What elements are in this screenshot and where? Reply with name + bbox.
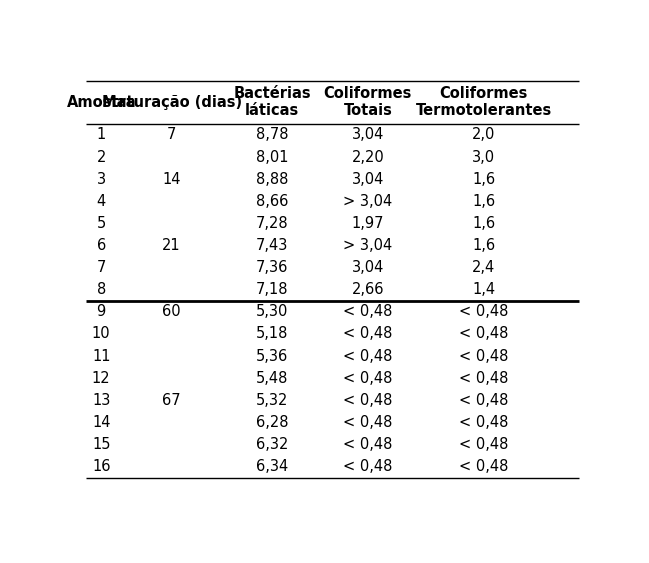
Text: 2,20: 2,20 xyxy=(352,150,384,164)
Text: 1,6: 1,6 xyxy=(472,172,495,187)
Text: Coliformes
Totais: Coliformes Totais xyxy=(324,86,412,118)
Text: 2,66: 2,66 xyxy=(352,282,384,297)
Text: 10: 10 xyxy=(92,327,110,341)
Text: > 3,04: > 3,04 xyxy=(343,194,393,209)
Text: 60: 60 xyxy=(162,305,181,319)
Text: 4: 4 xyxy=(97,194,106,209)
Text: 5,18: 5,18 xyxy=(256,327,288,341)
Text: 1,6: 1,6 xyxy=(472,216,495,231)
Text: 7,43: 7,43 xyxy=(256,238,288,253)
Text: 8,01: 8,01 xyxy=(256,150,289,164)
Text: 15: 15 xyxy=(92,437,110,452)
Text: 13: 13 xyxy=(92,393,110,408)
Text: 6,28: 6,28 xyxy=(256,415,289,430)
Text: 5,30: 5,30 xyxy=(256,305,288,319)
Text: 1,4: 1,4 xyxy=(472,282,495,297)
Text: 7,36: 7,36 xyxy=(256,260,288,275)
Text: < 0,48: < 0,48 xyxy=(343,393,393,408)
Text: < 0,48: < 0,48 xyxy=(343,327,393,341)
Text: < 0,48: < 0,48 xyxy=(459,393,508,408)
Text: 5,32: 5,32 xyxy=(256,393,288,408)
Text: 5,48: 5,48 xyxy=(256,370,288,386)
Text: 16: 16 xyxy=(92,459,110,474)
Text: < 0,48: < 0,48 xyxy=(459,415,508,430)
Text: < 0,48: < 0,48 xyxy=(459,327,508,341)
Text: < 0,48: < 0,48 xyxy=(459,305,508,319)
Text: < 0,48: < 0,48 xyxy=(343,348,393,364)
Text: 14: 14 xyxy=(92,415,110,430)
Text: 9: 9 xyxy=(97,305,106,319)
Text: 14: 14 xyxy=(162,172,181,187)
Text: < 0,48: < 0,48 xyxy=(343,415,393,430)
Text: 5: 5 xyxy=(97,216,106,231)
Text: 7,28: 7,28 xyxy=(256,216,289,231)
Text: 1,6: 1,6 xyxy=(472,238,495,253)
Text: 6: 6 xyxy=(97,238,106,253)
Text: Amostra: Amostra xyxy=(66,95,136,110)
Text: < 0,48: < 0,48 xyxy=(343,459,393,474)
Text: 3,04: 3,04 xyxy=(352,172,384,187)
Text: < 0,48: < 0,48 xyxy=(343,370,393,386)
Text: 5,36: 5,36 xyxy=(256,348,288,364)
Text: 11: 11 xyxy=(92,348,110,364)
Text: 2,4: 2,4 xyxy=(472,260,495,275)
Text: 6,32: 6,32 xyxy=(256,437,288,452)
Text: 12: 12 xyxy=(92,370,110,386)
Text: 21: 21 xyxy=(162,238,181,253)
Text: 3,0: 3,0 xyxy=(472,150,495,164)
Text: < 0,48: < 0,48 xyxy=(459,348,508,364)
Text: Coliformes
Termotolerantes: Coliformes Termotolerantes xyxy=(415,86,552,118)
Text: < 0,48: < 0,48 xyxy=(459,370,508,386)
Text: 3: 3 xyxy=(97,172,106,187)
Text: 2: 2 xyxy=(97,150,106,164)
Text: 7: 7 xyxy=(97,260,106,275)
Text: < 0,48: < 0,48 xyxy=(459,459,508,474)
Text: 3,04: 3,04 xyxy=(352,260,384,275)
Text: < 0,48: < 0,48 xyxy=(459,437,508,452)
Text: 2,0: 2,0 xyxy=(472,127,495,142)
Text: 1,6: 1,6 xyxy=(472,194,495,209)
Text: 3,04: 3,04 xyxy=(352,127,384,142)
Text: 7: 7 xyxy=(167,127,177,142)
Text: 8: 8 xyxy=(97,282,106,297)
Text: < 0,48: < 0,48 xyxy=(343,437,393,452)
Text: 1: 1 xyxy=(97,127,106,142)
Text: 67: 67 xyxy=(162,393,181,408)
Text: > 3,04: > 3,04 xyxy=(343,238,393,253)
Text: 8,88: 8,88 xyxy=(256,172,288,187)
Text: < 0,48: < 0,48 xyxy=(343,305,393,319)
Text: 1,97: 1,97 xyxy=(352,216,384,231)
Text: 8,66: 8,66 xyxy=(256,194,288,209)
Text: Maturação (dias): Maturação (dias) xyxy=(102,95,241,110)
Text: 7,18: 7,18 xyxy=(256,282,289,297)
Text: 8,78: 8,78 xyxy=(256,127,289,142)
Text: Bactérias
láticas: Bactérias láticas xyxy=(234,86,311,118)
Text: 6,34: 6,34 xyxy=(256,459,288,474)
